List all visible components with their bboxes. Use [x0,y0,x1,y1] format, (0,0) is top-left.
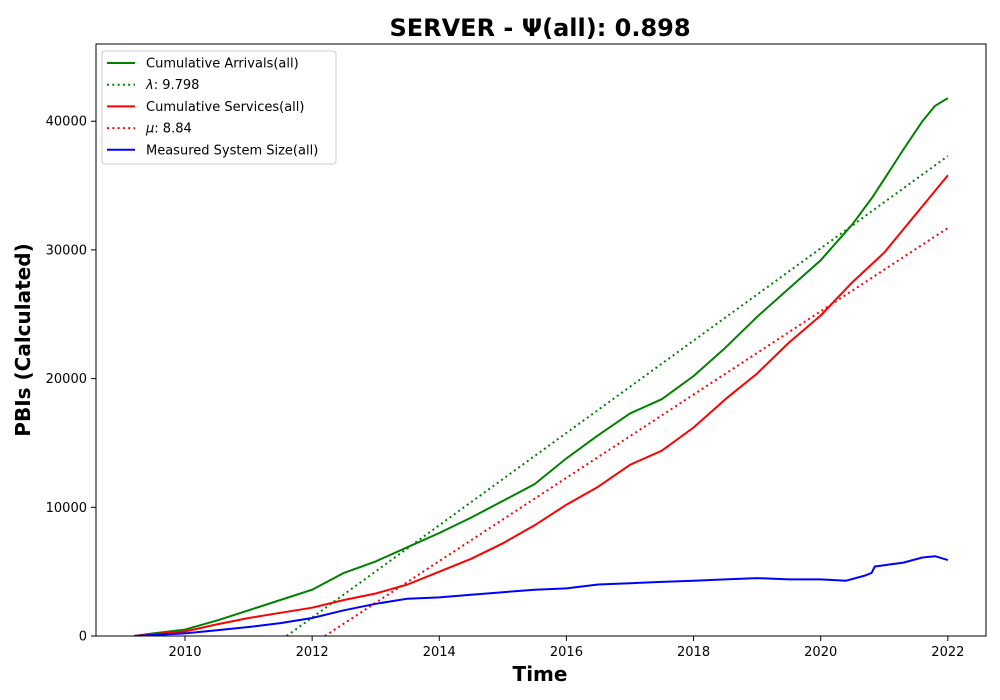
legend: Cumulative Arrivals(all) λ: 9.798 Cumulati… [101,50,337,165]
x-tick-label: 2014 [423,645,456,660]
y-tick-label: 10000 [46,501,87,516]
x-tick-label: 2018 [677,645,710,660]
series-layer [133,97,949,636]
x-tick-label: 2012 [296,645,329,660]
series-line-0 [133,97,949,636]
x-axis-label: Time [513,662,568,686]
legend-label-2: Cumulative Services(all) [146,100,304,115]
x-tick-label: 2010 [168,645,201,660]
chart-title: SERVER - Ψ(all): 0.898 [389,14,690,42]
legend-label-1: λ: 9.798 [145,78,199,93]
x-tick-label: 2020 [804,645,837,660]
series-line-4 [134,555,949,636]
y-axis-label: PBIs (Calculated) [11,243,35,436]
series-line-2 [134,174,949,636]
series-line-3 [324,227,949,636]
legend-label-4: Measured System Size(all) [146,143,318,158]
x-tick-label: 2022 [931,645,964,660]
legend-label-0: Cumulative Arrivals(all) [146,57,299,72]
y-tick-label: 0 [79,630,87,645]
y-tick-label: 40000 [46,115,87,130]
x-tick-label: 2016 [550,645,583,660]
legend-label-3: μ: 8.84 [145,122,192,137]
series-line-1 [286,155,949,636]
y-tick-label: 20000 [46,372,87,387]
plot-frame [95,43,987,637]
y-axis-ticks: 0 10000 20000 30000 40000 [46,115,96,645]
x-axis-ticks: 2010 2012 2014 2016 2018 2020 2022 [168,636,964,660]
y-tick-label: 30000 [46,243,87,258]
legend-box [101,50,337,165]
